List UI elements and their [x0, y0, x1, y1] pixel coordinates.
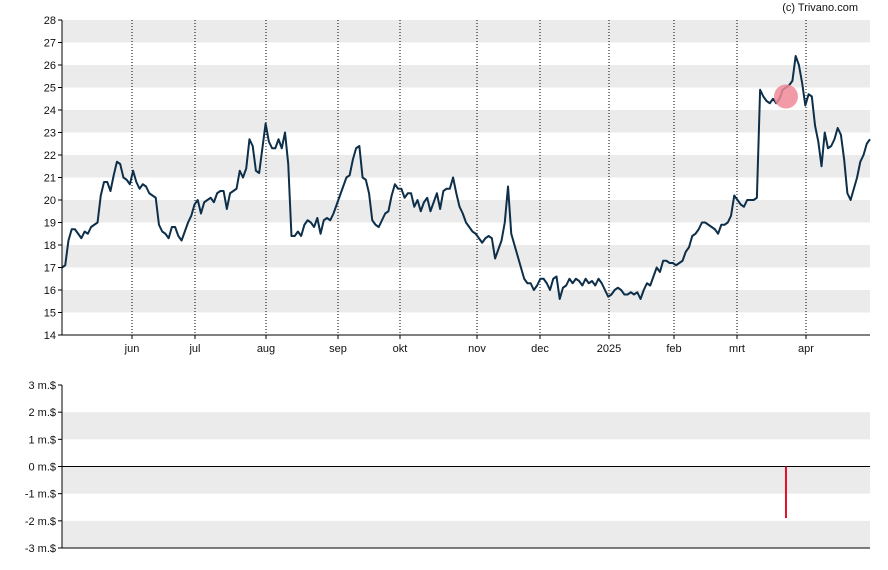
volume-y-tick-label: 0 m.$: [28, 462, 56, 474]
y-tick-label: 28: [44, 15, 56, 27]
y-tick-label: 24: [44, 105, 56, 117]
x-tick-label: jul: [188, 343, 200, 355]
y-tick-label: 14: [44, 330, 56, 342]
y-tick-label: 20: [44, 195, 56, 207]
price-band: [62, 245, 870, 268]
volume-y-tick-label: 3 m.$: [28, 380, 56, 392]
y-tick-label: 18: [44, 240, 56, 252]
x-tick-label: okt: [393, 343, 408, 355]
volume-band: [62, 520, 870, 548]
x-tick-label: nov: [468, 343, 486, 355]
copyright-label: (c) Trivano.com: [782, 2, 858, 14]
y-tick-label: 21: [44, 173, 56, 185]
y-tick-label: 15: [44, 308, 56, 320]
price-x-axis-ticks: jun jul aug sep okt nov dec 2025 feb mrt apr: [124, 335, 814, 355]
y-tick-label: 19: [44, 218, 56, 230]
volume-band: [62, 412, 870, 440]
x-tick-label: jun: [124, 343, 140, 355]
price-band: [62, 290, 870, 313]
volume-y-tick-label: -1 m.$: [25, 489, 56, 501]
y-tick-label: 16: [44, 285, 56, 297]
price-band: [62, 110, 870, 133]
price-band: [62, 20, 870, 43]
event-marker: [773, 84, 798, 109]
x-tick-label: mrt: [729, 343, 745, 355]
price-y-axis-ticks: 14 15 16 17 18 19 20 21 22 23 24 25 26 27 28: [44, 15, 62, 342]
y-tick-label: 26: [44, 60, 56, 72]
x-tick-label: dec: [531, 343, 549, 355]
y-tick-label: 23: [44, 128, 56, 140]
x-tick-label: feb: [666, 343, 681, 355]
y-tick-label: 27: [44, 38, 56, 50]
x-tick-label: sep: [329, 343, 347, 355]
y-tick-label: 25: [44, 83, 56, 95]
volume-y-tick-label: -2 m.$: [25, 516, 56, 528]
axes-frame: [61, 20, 870, 549]
volume-panel-bands: [62, 412, 870, 548]
y-tick-label: 17: [44, 263, 56, 275]
price-band: [62, 200, 870, 223]
price-band: [62, 65, 870, 88]
price-markers: [773, 84, 798, 109]
volume-y-tick-label: 2 m.$: [28, 407, 56, 419]
price-band: [62, 155, 870, 178]
x-tick-label: apr: [798, 343, 814, 355]
x-tick-label: 2025: [597, 343, 621, 355]
x-tick-label: aug: [257, 343, 275, 355]
volume-band: [62, 466, 870, 494]
price-panel-bands: [62, 20, 870, 313]
volume-y-tick-label: 1 m.$: [28, 434, 56, 446]
volume-y-axis-ticks: 3 m.$ 2 m.$ 1 m.$ 0 m.$ -1 m.$ -2 m.$ -3 m.$: [25, 380, 870, 555]
volume-y-tick-label: -3 m.$: [25, 543, 56, 555]
price-series-line: [61, 55, 871, 300]
y-tick-label: 22: [44, 150, 56, 162]
